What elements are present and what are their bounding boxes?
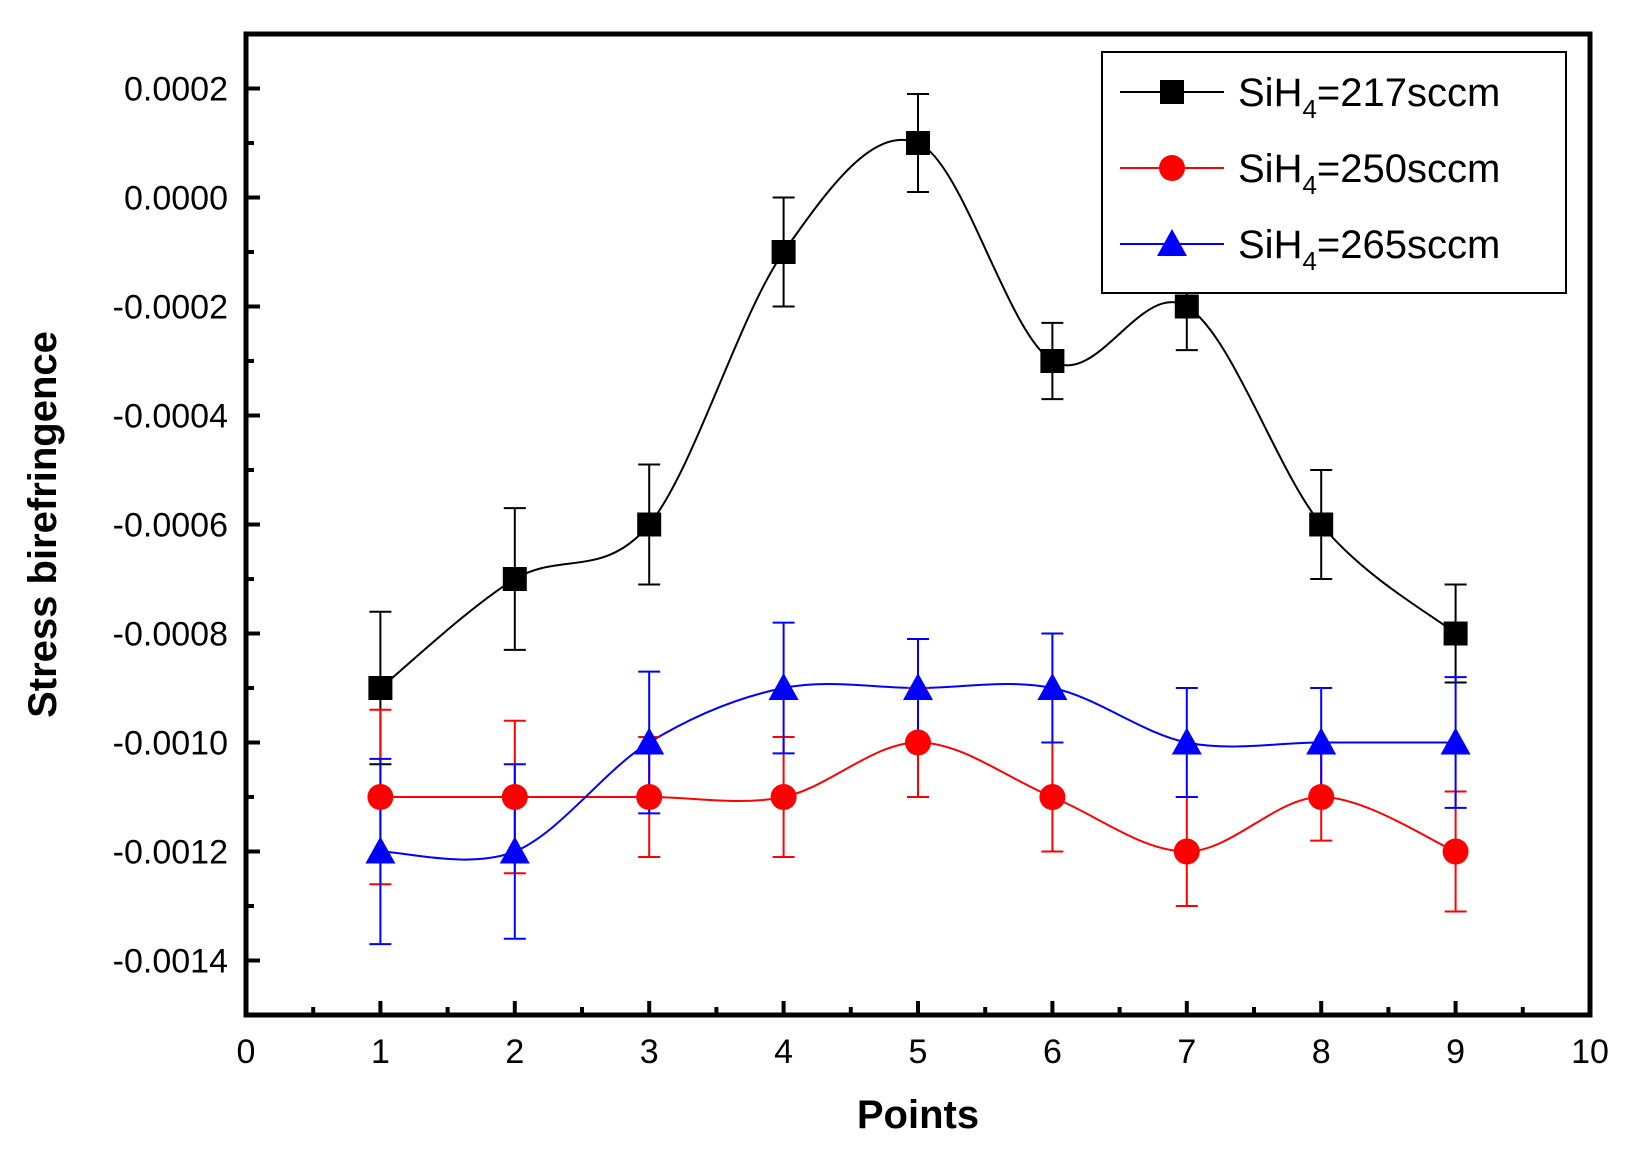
data-point-square — [502, 567, 527, 591]
y-tick-label: 0.0000 — [124, 180, 228, 218]
y-tick-label: -0.0014 — [113, 943, 228, 981]
data-markers — [365, 131, 1471, 865]
x-tick-label: 0 — [237, 1033, 256, 1071]
data-point-circle — [636, 784, 663, 810]
legend-label-prefix: SiH — [1238, 147, 1302, 191]
data-point-triangle — [1306, 727, 1337, 755]
x-tick-label: 4 — [774, 1033, 793, 1071]
data-point-triangle — [365, 836, 396, 864]
data-point-circle — [1308, 784, 1335, 810]
y-tick-label: -0.0004 — [113, 398, 228, 436]
y-axis-ticks: 0.0002 0.0000 -0.0002 -0.0004 -0.0006 -0.0008… — [113, 71, 260, 1017]
legend-label-prefix: SiH — [1238, 223, 1302, 267]
x-tick-label: 10 — [1571, 1033, 1609, 1071]
legend-label-suffix: =217sccm — [1317, 71, 1500, 115]
x-tick-label: 5 — [909, 1033, 928, 1071]
x-axis-ticks: 0 1 2 3 4 5 6 7 8 9 10 — [237, 1001, 1609, 1071]
data-point-square — [771, 240, 796, 264]
data-point-triangle — [634, 727, 665, 755]
x-tick-label: 3 — [640, 1033, 659, 1071]
y-axis-label: Stress birefringence — [21, 331, 65, 718]
x-tick-label: 9 — [1446, 1033, 1465, 1071]
data-point-circle — [1039, 784, 1066, 810]
data-point-triangle — [903, 673, 933, 700]
legend-label-prefix: SiH — [1238, 71, 1302, 115]
y-tick-label: 0.0002 — [124, 71, 228, 109]
legend-label-subscript: 4 — [1302, 246, 1316, 276]
data-point-square — [368, 676, 393, 700]
data-point-circle — [1173, 838, 1200, 865]
y-tick-label: -0.0002 — [113, 289, 228, 327]
data-point-square — [906, 131, 930, 155]
legend-marker-circle — [1159, 155, 1185, 181]
legend-label-suffix: =265sccm — [1317, 223, 1500, 267]
data-point-triangle — [768, 673, 799, 700]
legend-marker-triangle — [1157, 229, 1187, 256]
data-point-square — [1443, 621, 1468, 646]
data-point-circle — [501, 784, 528, 810]
legend-label-suffix: =250sccm — [1317, 147, 1500, 191]
legend-label: SiH4=217sccm — [1238, 71, 1500, 124]
y-tick-label: -0.0008 — [113, 616, 228, 654]
data-point-square — [1174, 294, 1199, 319]
legend-label: SiH4=250sccm — [1238, 147, 1500, 200]
x-tick-label: 1 — [371, 1033, 390, 1071]
data-point-square — [1040, 349, 1065, 373]
data-point-square — [1309, 512, 1334, 537]
data-point-triangle — [1440, 727, 1471, 755]
data-point-triangle — [499, 836, 530, 864]
data-point-square — [637, 512, 662, 537]
data-point-triangle — [1171, 727, 1202, 755]
y-tick-label: -0.0010 — [113, 725, 228, 763]
x-tick-label: 6 — [1043, 1033, 1062, 1071]
legend-label-subscript: 4 — [1302, 94, 1316, 124]
x-tick-label: 8 — [1312, 1033, 1331, 1071]
legend-label-subscript: 4 — [1302, 170, 1316, 200]
legend-label: SiH4=265sccm — [1238, 223, 1500, 276]
data-point-circle — [367, 784, 394, 810]
data-point-triangle — [1037, 673, 1068, 700]
legend-marker-square — [1160, 80, 1184, 104]
data-point-circle — [770, 784, 797, 810]
data-point-circle — [905, 729, 931, 756]
x-axis-label: Points — [857, 1093, 979, 1137]
x-tick-label: 2 — [505, 1033, 524, 1071]
data-point-circle — [1442, 838, 1469, 865]
y-tick-label: -0.0012 — [113, 834, 228, 872]
x-tick-label: 7 — [1177, 1033, 1196, 1071]
y-tick-label: -0.0006 — [113, 507, 228, 545]
